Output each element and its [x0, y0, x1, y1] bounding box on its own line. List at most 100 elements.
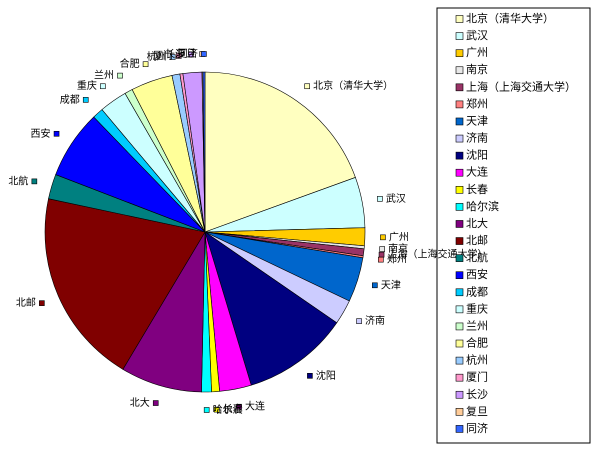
legend-swatch: [455, 100, 464, 109]
pie-slice: [204, 231, 338, 386]
legend-label: 长春: [466, 183, 488, 196]
legend-label: 重庆: [466, 301, 488, 315]
legend-swatch: [455, 390, 464, 399]
legend-swatch: [455, 168, 464, 177]
legend-label: 大连: [466, 165, 488, 179]
label-marker: [53, 130, 60, 137]
label-marker: [379, 246, 385, 252]
legend-label: 成都: [466, 285, 488, 298]
label-marker: [307, 373, 313, 379]
legend-label: 杭州: [466, 353, 488, 367]
slice-label: 武汉: [386, 192, 406, 205]
legend-label: 武汉: [466, 29, 488, 42]
legend-swatch: [455, 237, 464, 245]
label-marker: [377, 196, 383, 202]
label-marker: [378, 256, 384, 263]
slice-label: 济南: [365, 314, 385, 327]
legend-swatch: [455, 117, 464, 126]
legend-label: 西安: [466, 267, 488, 281]
label-marker: [188, 51, 194, 58]
legend-label: 郑州: [466, 96, 488, 110]
slice-label: 北航: [8, 174, 28, 187]
legend-label: 北京（清华大学）: [466, 11, 554, 25]
legend-label: 沈阳: [466, 148, 488, 162]
legend-swatch: [455, 271, 464, 280]
label-marker: [201, 51, 207, 57]
legend-swatch: [455, 339, 464, 348]
legend-label: 厦门: [466, 370, 488, 384]
label-marker: [236, 403, 242, 410]
label-marker: [378, 251, 385, 258]
slice-label: 北京（清华大学）: [313, 79, 393, 92]
label-marker: [203, 407, 210, 413]
label-marker: [100, 83, 106, 90]
slice-label: 北邮: [16, 296, 36, 309]
label-marker: [152, 400, 159, 406]
slice-label: 广州: [389, 231, 409, 243]
legend-swatch: [455, 322, 464, 331]
slice-label: 大连: [245, 400, 265, 413]
label-marker: [142, 61, 149, 68]
slice-label: 杭州: [147, 50, 167, 63]
legend-label: 复旦: [466, 404, 488, 418]
legend-swatch: [455, 220, 464, 228]
legend-swatch: [455, 151, 464, 160]
legend-swatch: [455, 288, 464, 297]
label-marker: [39, 300, 45, 306]
label-marker: [213, 406, 220, 413]
legend-swatch: [455, 356, 464, 365]
legend-label: 北大: [466, 216, 488, 230]
label-marker: [175, 53, 182, 59]
slice-label: 兰州: [94, 69, 114, 82]
legend-label: 广州: [466, 46, 488, 59]
label-marker: [169, 54, 176, 60]
legend-swatch: [455, 134, 464, 143]
slice-label: 南京: [388, 242, 408, 255]
legend-swatch: [455, 425, 464, 433]
legend-swatch: [455, 83, 464, 92]
legend-swatch: [455, 254, 464, 262]
slice-label: 长春: [223, 404, 243, 416]
legend-label: 天津: [466, 114, 488, 127]
legend-swatch: [455, 373, 464, 382]
legend-swatch: [455, 15, 464, 23]
slice-label: 沈阳: [316, 369, 336, 382]
slice-label: 厦门: [153, 49, 173, 62]
legend-swatch: [455, 305, 464, 314]
pie-slice: [204, 71, 356, 233]
label-marker: [117, 72, 123, 79]
label-marker: [372, 282, 378, 289]
legend-swatch: [455, 408, 464, 416]
label-marker: [304, 83, 310, 90]
slice-label: 同济: [178, 47, 198, 60]
slice-label: 西安: [31, 127, 51, 140]
label-marker: [380, 234, 386, 241]
slice-label: 复旦: [176, 47, 196, 60]
legend-label: 济南: [466, 131, 488, 145]
legend-swatch: [455, 66, 464, 75]
label-marker: [356, 318, 362, 324]
label-marker: [82, 97, 89, 103]
legend-label: 上海（上海交通大学）: [466, 79, 576, 93]
label-marker: [31, 178, 38, 185]
slice-label: 重庆: [77, 79, 97, 92]
legend-label: 兰州: [466, 319, 488, 332]
legend-label: 北邮: [466, 234, 488, 247]
legend-label: 长沙: [466, 388, 488, 401]
legend-swatch: [455, 203, 464, 211]
slice-label: 郑州: [387, 253, 407, 266]
slice-label: 长沙: [165, 49, 185, 61]
pie-slice: [44, 198, 206, 370]
slice-label: 北大: [130, 396, 150, 409]
slice-label: 成都: [60, 94, 80, 106]
legend-swatch: [455, 186, 464, 194]
legend-label: 北航: [466, 250, 488, 264]
legend-label: 合肥: [466, 336, 488, 350]
slice-label: 哈尔滨: [213, 403, 243, 416]
legend-label: 南京: [466, 62, 488, 76]
legend-label: 哈尔滨: [466, 199, 499, 213]
legend-swatch: [455, 32, 464, 40]
slice-label: 合肥: [120, 57, 140, 70]
